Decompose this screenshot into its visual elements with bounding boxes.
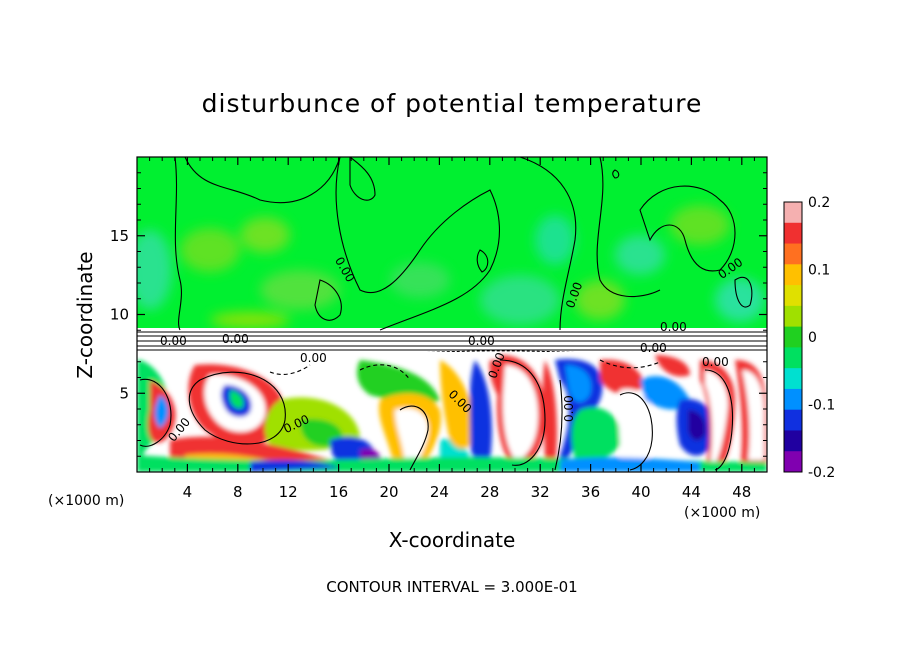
x-axis-label: X-coordinate: [389, 528, 516, 552]
contour-label: 0.00: [562, 395, 576, 422]
colorbar-swatch: [784, 326, 802, 348]
colorbar-swatch: [784, 202, 802, 224]
x-tick-label: 4: [183, 483, 193, 501]
x-tick-label: 12: [279, 483, 298, 501]
colorbar-tick-label: 0.1: [808, 263, 830, 279]
y-tick-label: 5: [119, 384, 129, 402]
contour-label: 0.00: [702, 355, 729, 369]
x-tick-label: 44: [682, 483, 701, 501]
colorbar-swatch: [784, 409, 802, 431]
colorbar-swatch: [784, 388, 802, 411]
lower-perturbations: [137, 355, 767, 472]
x-tick-label: 48: [732, 483, 751, 501]
colorbar-tick-label: -0.1: [808, 398, 835, 414]
colorbar-tick-label: 0: [808, 330, 817, 346]
x-unit-label-left: (×1000 m): [48, 493, 124, 509]
colorbar-swatch: [784, 305, 802, 328]
contour-label: 0.00: [660, 320, 687, 334]
x-tick-label: 16: [329, 483, 348, 501]
colorbar-swatch: [784, 430, 802, 452]
x-tick-label: 32: [531, 483, 550, 501]
contours: [139, 157, 753, 471]
colorbar-frame: [783, 201, 803, 473]
colorbar-tick-label: -0.2: [808, 465, 835, 481]
contour-label: 0.00: [160, 334, 187, 348]
contour-interval-note: CONTOUR INTERVAL = 3.000E-01: [326, 578, 577, 596]
y-tick-label: 15: [110, 227, 129, 245]
contour-label: 0.00: [640, 341, 667, 355]
x-unit-label-right: (×1000 m): [684, 505, 760, 521]
x-axis: 4 8 12 16 20 24 28 32 36 40 44 48: [149, 157, 755, 501]
colorbar-swatch: [784, 222, 802, 245]
x-tick-label: 36: [581, 483, 600, 501]
y-axis-label: Z-coordinate: [73, 251, 97, 378]
x-tick-label: 24: [430, 483, 449, 501]
x-tick-label: 20: [379, 483, 398, 501]
colorbar-swatch: [784, 451, 802, 473]
y-axis: 5 10 15: [110, 172, 767, 457]
y-tick-label: 10: [110, 306, 129, 324]
chart-title: disturbunce of potential temperature: [202, 89, 703, 118]
colorbar-swatch: [784, 368, 802, 390]
colorbar-tick-label: 0.2: [808, 195, 830, 211]
contour-label: 0.00: [222, 332, 249, 346]
colorbar-swatch: [784, 285, 802, 307]
contour-label: 0.00: [300, 351, 327, 365]
plot-area: 0.00 0.00 0.00 0.00 0.00 0.00 0.00 0.00 …: [137, 157, 767, 472]
x-tick-label: 28: [480, 483, 499, 501]
x-tick-label: 8: [233, 483, 243, 501]
colorbar-swatch: [784, 347, 802, 369]
colorbar-swatch: [784, 264, 802, 286]
contour-label: 0.00: [468, 334, 495, 348]
colorbar: 0.2 0.1 0 -0.1 -0.2: [783, 195, 835, 481]
colorbar-swatch: [784, 243, 802, 265]
x-tick-label: 40: [631, 483, 650, 501]
